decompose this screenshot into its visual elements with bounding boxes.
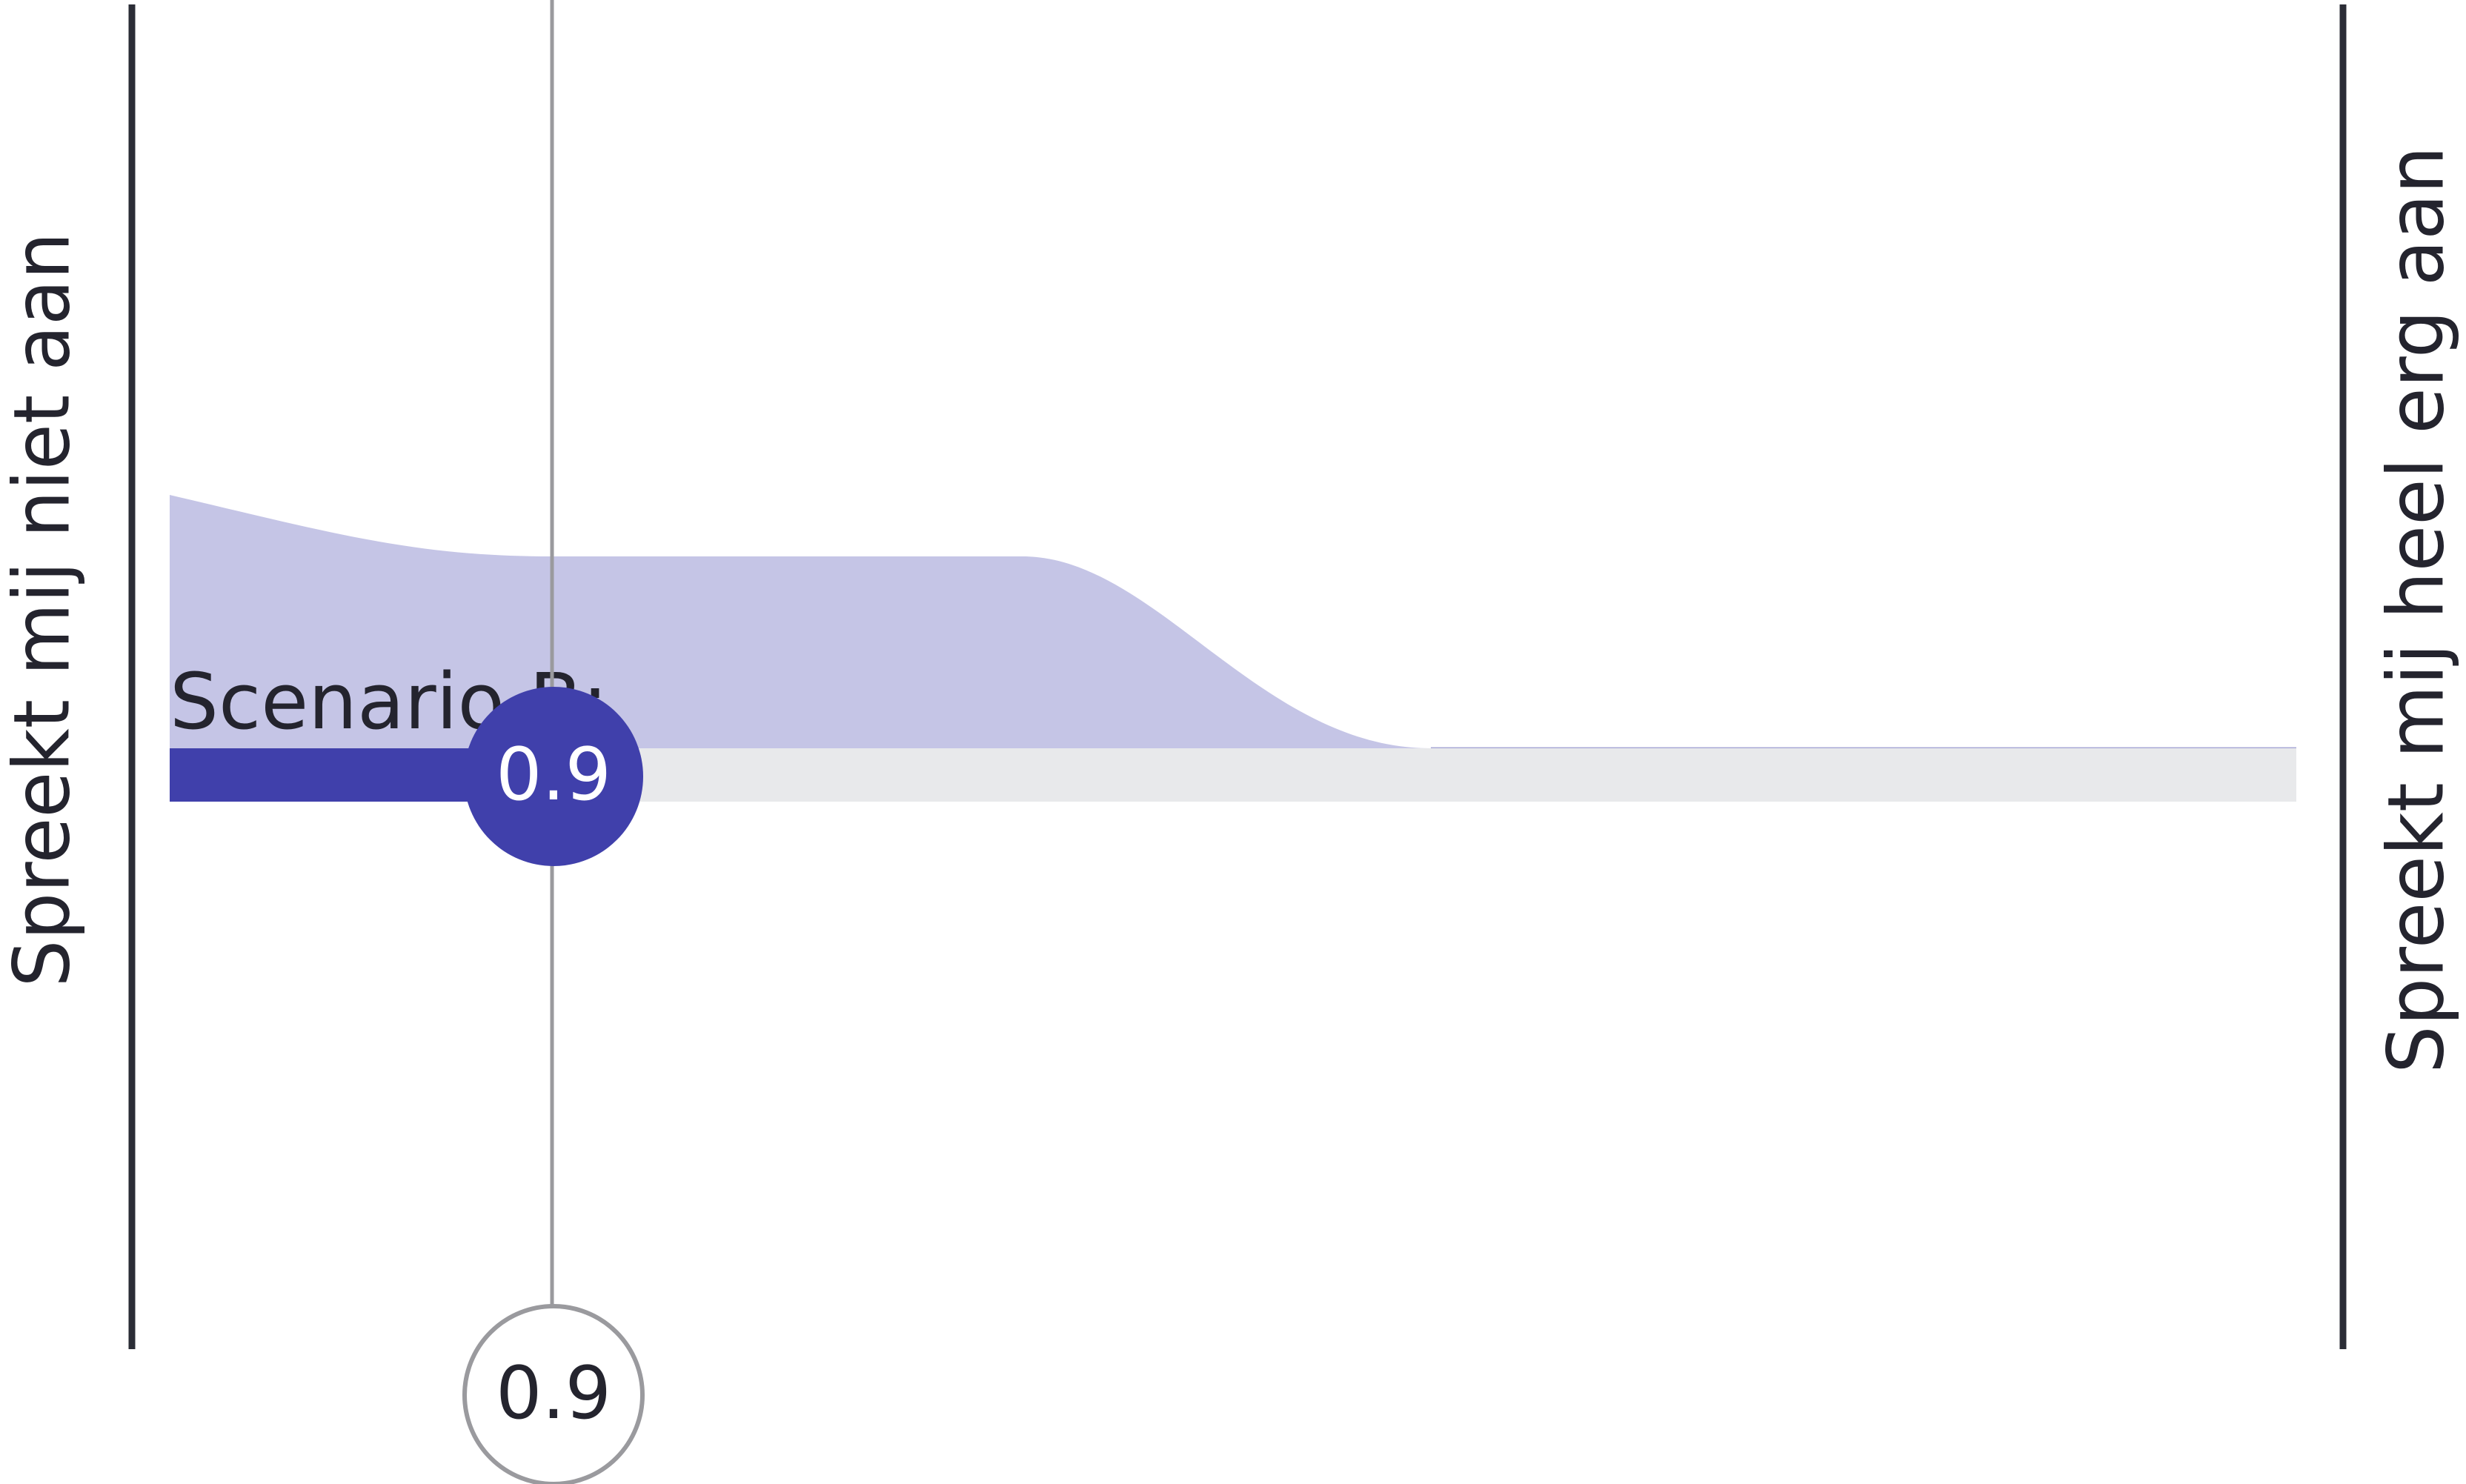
marker-value: 0.9: [496, 1351, 611, 1436]
right-label: Spreekt mij heel erg aan: [2370, 146, 2461, 1074]
marker-bubble: [462, 1304, 645, 1484]
distribution-area: [170, 495, 2296, 750]
slider-value: 0.9: [496, 733, 611, 817]
slider-knob[interactable]: [464, 687, 643, 866]
left-label: Spreekt mij niet aan: [0, 233, 87, 988]
